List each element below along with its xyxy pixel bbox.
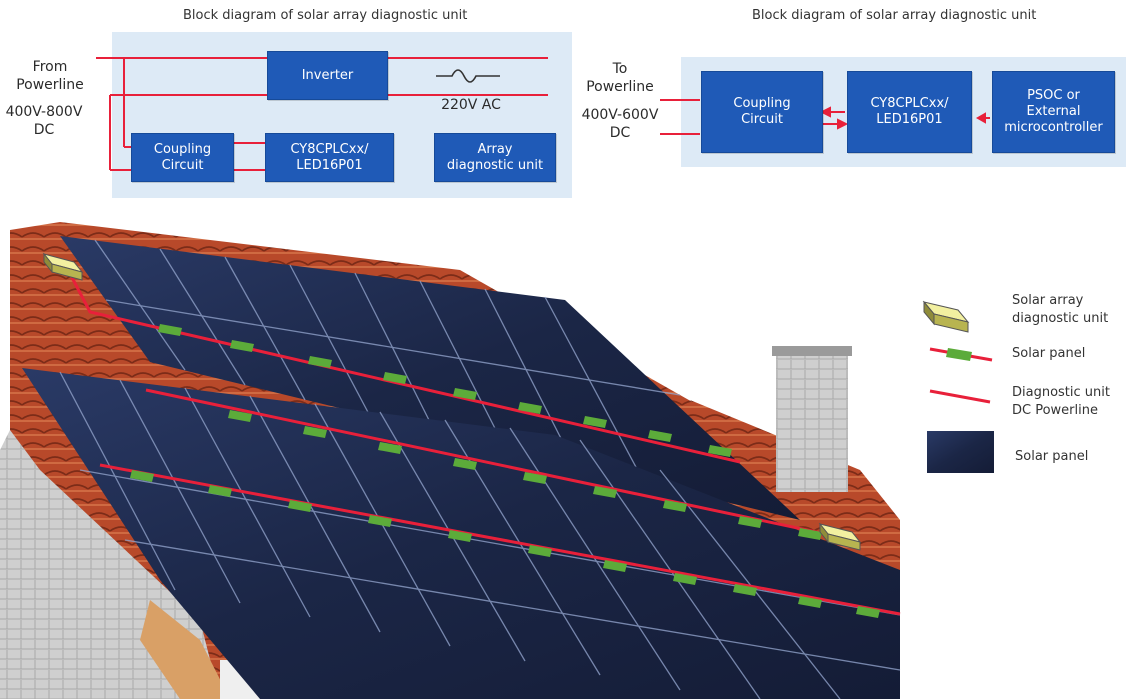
left-coupling-circuit-block: Coupling Circuit <box>131 133 234 182</box>
legend-panel-segment-icon <box>929 347 993 362</box>
chimney <box>776 352 848 492</box>
roof-diagnostic-unit-bottom <box>818 522 862 551</box>
chimney-cap <box>772 346 852 356</box>
right-voltage-label: 400V-600V DC <box>581 107 659 141</box>
roof-diagnostic-unit-top <box>42 252 84 281</box>
array-powerlines <box>64 265 901 616</box>
left-plc-block: CY8CPLCxx/ LED16P01 <box>265 133 394 182</box>
panel-segments <box>130 324 880 618</box>
legend-powerline-icon <box>929 389 991 404</box>
legend-solar-panel-swatch <box>927 431 994 473</box>
gable-wood <box>140 600 230 699</box>
right-plc-block: CY8CPLCxx/ LED16P01 <box>847 71 972 153</box>
legend-powerline-label: Diagnostic unit DC Powerline <box>1012 385 1110 418</box>
solar-array-upper <box>60 236 800 520</box>
mcu-block: PSOC or External microcontroller <box>992 71 1115 153</box>
right-diagram-title: Block diagram of solar array diagnostic … <box>752 8 1037 23</box>
right-powerline-wires <box>660 99 700 135</box>
legend-solar-panel-label: Solar panel <box>1015 449 1089 464</box>
to-powerline-label: To Powerline <box>586 61 654 95</box>
array-diagnostic-unit-block: Array diagnostic unit <box>434 133 556 182</box>
right-coupling-circuit-block: Coupling Circuit <box>701 71 823 153</box>
legend-diagnostic-unit-icon <box>922 300 970 333</box>
inverter-block: Inverter <box>267 51 388 100</box>
ac-sine-symbol <box>436 69 500 83</box>
upper-panel-grid <box>94 239 681 485</box>
left-diagram-title: Block diagram of solar array diagnostic … <box>183 8 468 23</box>
from-powerline-label: From Powerline <box>16 59 84 93</box>
right-arrows <box>819 106 990 130</box>
legend-panel-segment-label: Solar panel <box>1012 346 1086 361</box>
ac-output-label: 220V AC <box>441 97 501 113</box>
left-voltage-label: 400V-800V DC <box>5 104 83 138</box>
legend-diagnostic-unit-label: Solar array diagnostic unit <box>1012 293 1109 326</box>
